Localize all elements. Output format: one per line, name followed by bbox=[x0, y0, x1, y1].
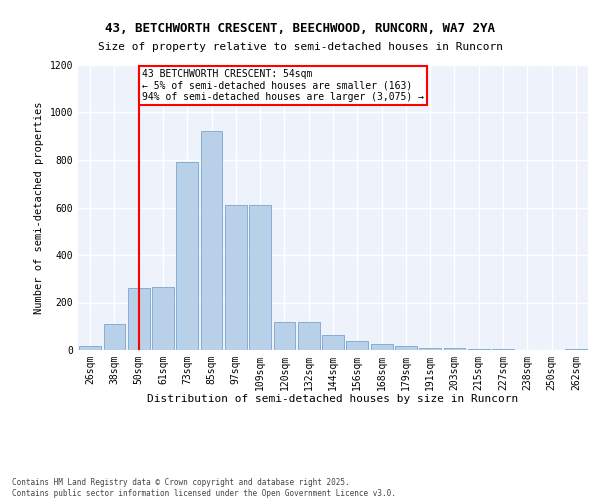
Bar bbox=[249, 205, 271, 350]
Text: 43, BETCHWORTH CRESCENT, BEECHWOOD, RUNCORN, WA7 2YA: 43, BETCHWORTH CRESCENT, BEECHWOOD, RUNC… bbox=[105, 22, 495, 36]
Bar bbox=[443, 348, 466, 350]
Bar bbox=[565, 349, 587, 350]
Bar bbox=[371, 344, 392, 350]
Bar bbox=[200, 132, 223, 350]
Bar bbox=[104, 324, 125, 350]
Bar bbox=[298, 322, 320, 350]
Text: 43 BETCHWORTH CRESCENT: 54sqm
← 5% of semi-detached houses are smaller (163)
94%: 43 BETCHWORTH CRESCENT: 54sqm ← 5% of se… bbox=[142, 70, 424, 102]
Bar bbox=[225, 205, 247, 350]
Y-axis label: Number of semi-detached properties: Number of semi-detached properties bbox=[34, 101, 44, 314]
Bar bbox=[468, 349, 490, 350]
Text: Size of property relative to semi-detached houses in Runcorn: Size of property relative to semi-detach… bbox=[97, 42, 503, 52]
Bar bbox=[274, 322, 295, 350]
Bar bbox=[395, 346, 417, 350]
Text: Contains HM Land Registry data © Crown copyright and database right 2025.
Contai: Contains HM Land Registry data © Crown c… bbox=[12, 478, 396, 498]
X-axis label: Distribution of semi-detached houses by size in Runcorn: Distribution of semi-detached houses by … bbox=[148, 394, 518, 404]
Bar bbox=[419, 348, 441, 350]
Bar bbox=[79, 346, 101, 350]
Bar bbox=[152, 287, 174, 350]
Bar bbox=[322, 334, 344, 350]
Bar bbox=[176, 162, 198, 350]
Bar bbox=[346, 340, 368, 350]
Bar bbox=[128, 288, 149, 350]
